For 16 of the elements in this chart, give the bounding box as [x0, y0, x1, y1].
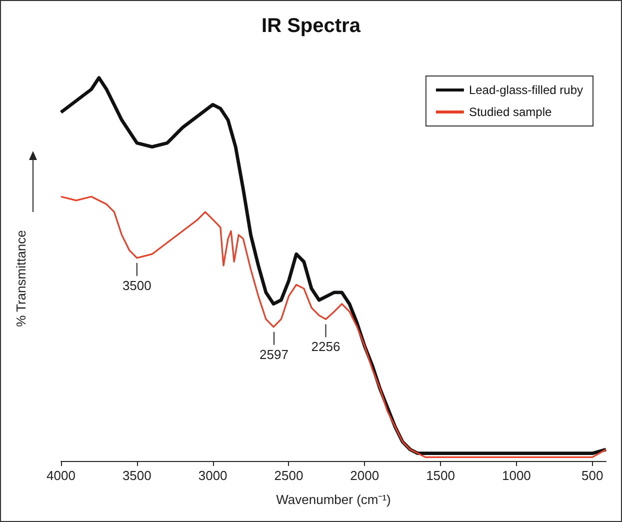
legend-label: Lead-glass-filled ruby — [468, 83, 584, 97]
x-tick-label: 2000 — [350, 468, 380, 483]
annotation: 3500 — [122, 278, 152, 293]
x-tick-label: 1500 — [426, 468, 455, 483]
legend-label: Studied sample — [468, 105, 552, 119]
x-tick-label: 1000 — [502, 468, 531, 483]
annotation: 2256 — [311, 339, 340, 354]
x-tick-label: 3000 — [198, 468, 228, 483]
x-axis-title: Wavenumber (cm⁻¹) — [276, 492, 391, 507]
x-tick-label: 2500 — [274, 468, 304, 483]
y-axis-title: % Transmittance — [14, 229, 28, 329]
x-tick-label: 3500 — [122, 468, 152, 483]
x-tick-label: 4000 — [46, 468, 76, 483]
x-tick-label: 500 — [581, 468, 604, 483]
annotation: 2597 — [260, 346, 288, 362]
chart-title: IR Spectra — [262, 15, 362, 37]
